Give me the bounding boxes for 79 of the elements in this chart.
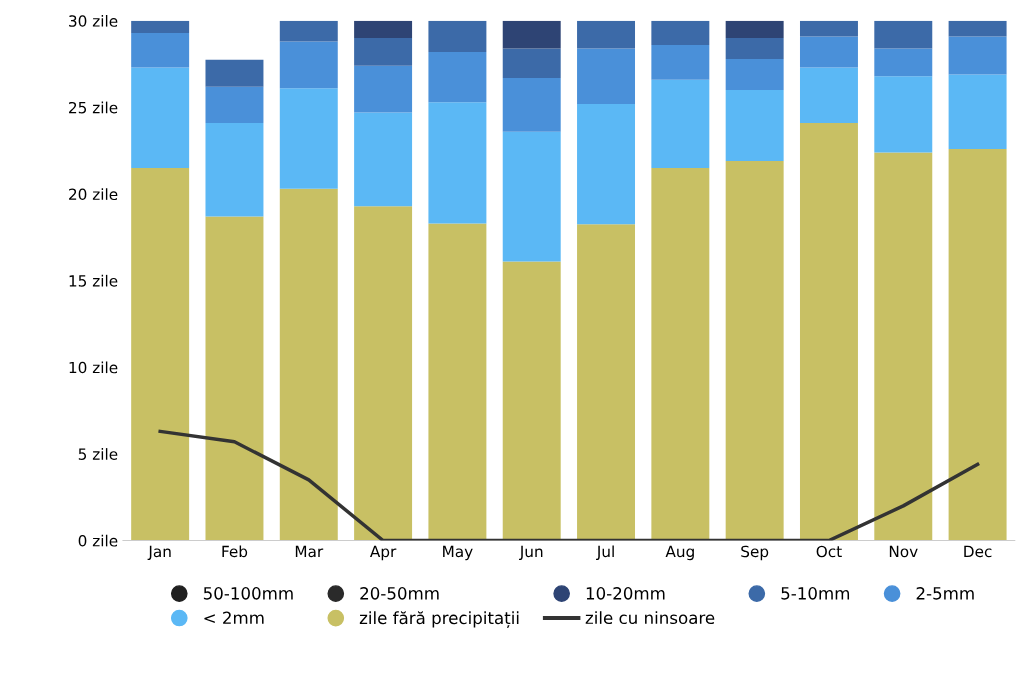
bar xyxy=(354,65,413,113)
bar xyxy=(205,59,264,87)
y-tick-label: 15 zile xyxy=(69,274,118,287)
bar xyxy=(279,88,338,189)
bar xyxy=(354,206,413,541)
bar xyxy=(874,48,933,77)
bar xyxy=(577,48,636,104)
x-tick-label: Sep xyxy=(741,545,769,561)
x-tick-label: Nov xyxy=(889,545,918,558)
bar xyxy=(577,103,636,225)
bar xyxy=(948,149,1007,541)
bar xyxy=(502,131,561,262)
bar xyxy=(131,32,190,68)
y-tick-label: 5 zile xyxy=(78,448,118,460)
bar xyxy=(799,123,858,541)
bar xyxy=(502,20,561,49)
bar xyxy=(502,77,561,132)
bar xyxy=(651,45,710,80)
y-tick-label: 25 zile xyxy=(69,101,118,114)
y-tick-label: 10 zile xyxy=(69,361,118,374)
bar xyxy=(948,36,1007,75)
bar xyxy=(428,20,487,52)
bar xyxy=(131,168,190,541)
bar xyxy=(651,168,710,541)
bar xyxy=(205,216,264,541)
y-tick-label: 20 zile xyxy=(69,188,118,201)
x-tick-label: Dec xyxy=(964,545,992,558)
x-tick-label: Oct xyxy=(816,545,842,558)
legend-label: zile fără precipitații xyxy=(359,611,519,628)
bar xyxy=(502,261,561,541)
legend-label: zile cu ninsoare xyxy=(585,611,715,625)
x-tick-label: Jun xyxy=(518,545,543,561)
bar xyxy=(948,20,1007,37)
bar xyxy=(874,76,933,153)
x-tick-label: May xyxy=(443,545,473,561)
bar xyxy=(205,86,264,124)
legend-label: 2-5mm xyxy=(916,587,974,600)
legend-label: 10-20mm xyxy=(586,587,665,600)
bar xyxy=(874,20,933,49)
bar xyxy=(725,161,784,541)
bar xyxy=(725,20,784,39)
bar xyxy=(205,123,264,217)
bar xyxy=(874,152,933,541)
x-tick-label: Aug xyxy=(665,545,694,561)
bar xyxy=(279,188,338,541)
bar xyxy=(131,67,190,169)
bar xyxy=(725,38,784,59)
bar xyxy=(725,58,784,91)
bar xyxy=(799,20,858,37)
legend-label: 5-10mm xyxy=(781,587,850,600)
bar xyxy=(354,112,413,207)
y-tick-label: 30 zile xyxy=(69,14,118,27)
bar xyxy=(799,36,858,68)
bar xyxy=(725,90,784,162)
bar xyxy=(948,74,1007,149)
bar xyxy=(577,224,636,541)
x-tick-label: Jul xyxy=(596,545,614,561)
bar xyxy=(131,20,190,33)
bar xyxy=(577,20,636,49)
bar xyxy=(354,20,413,39)
legend-label: 50-100mm xyxy=(203,587,293,600)
bar xyxy=(279,41,338,89)
bar xyxy=(428,51,487,103)
bar xyxy=(428,102,487,224)
bar xyxy=(651,20,710,46)
bar xyxy=(502,48,561,78)
x-tick-label: Apr xyxy=(370,545,397,561)
bar xyxy=(428,223,487,541)
legend-label: 20-50mm xyxy=(360,587,439,600)
bar xyxy=(354,38,413,66)
x-tick-label: Feb xyxy=(222,545,248,558)
bar xyxy=(651,79,710,169)
x-tick-label: Jan xyxy=(147,545,171,561)
line-series xyxy=(158,429,980,541)
x-tick-label: Mar xyxy=(295,545,324,558)
legend-label: < 2mm xyxy=(204,611,264,624)
bar xyxy=(799,67,858,124)
y-tick-label: 0 zile xyxy=(78,534,118,547)
bar xyxy=(279,20,338,42)
